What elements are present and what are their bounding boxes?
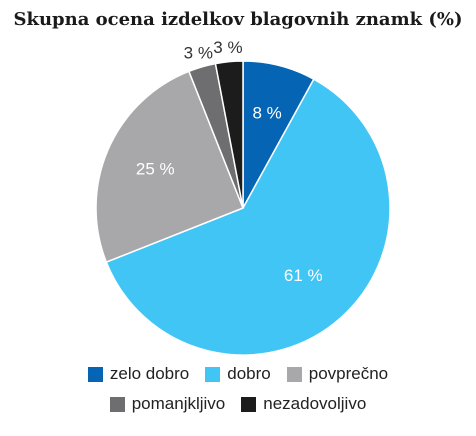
legend-swatch-povprecno bbox=[286, 366, 302, 382]
legend-item-dobro: dobro bbox=[205, 364, 271, 384]
legend-swatch-zelo-dobro bbox=[87, 366, 103, 382]
data-label-pomanjkljivo: 3 % bbox=[184, 44, 213, 63]
data-label-dobro: 61 % bbox=[284, 266, 323, 285]
legend-row-2: pomanjkljivo nezadovoljivo bbox=[0, 394, 476, 414]
legend-label-zelo-dobro: zelo dobro bbox=[109, 364, 190, 383]
legend-row-1: zelo dobro dobro povprečno bbox=[0, 364, 476, 384]
legend-item-povprecno: povprečno bbox=[286, 364, 389, 384]
pie-slice-nezadovoljivo bbox=[214, 60, 244, 209]
legend-swatch-pomanjkljivo bbox=[109, 396, 125, 412]
legend-swatch-dobro bbox=[205, 366, 221, 382]
pie-slice-dobro bbox=[105, 78, 391, 356]
pie-slice-povprecno bbox=[95, 70, 244, 264]
data-label-zelo-dobro: 8 % bbox=[252, 104, 281, 123]
legend-item-zelo-dobro: zelo dobro bbox=[87, 364, 190, 384]
legend-item-pomanjkljivo: pomanjkljivo bbox=[109, 394, 226, 414]
data-label-nezadovoljivo: 3 % bbox=[213, 38, 242, 57]
legend-label-nezadovoljivo: nezadovoljivo bbox=[263, 394, 367, 413]
legend-item-nezadovoljivo: nezadovoljivo bbox=[241, 394, 366, 414]
data-label-povprecno: 25 % bbox=[136, 160, 175, 179]
legend-label-dobro: dobro bbox=[227, 364, 271, 383]
pie-chart: 8 % 61 % 25 % 3 % 3 % bbox=[95, 38, 391, 356]
legend-label-pomanjkljivo: pomanjkljivo bbox=[131, 394, 226, 413]
legend-label-povprecno: povprečno bbox=[308, 364, 389, 383]
legend-swatch-nezadovoljivo bbox=[241, 396, 257, 412]
chart-title: Skupna ocena izdelkov blagovnih znamk (%… bbox=[13, 9, 463, 30]
